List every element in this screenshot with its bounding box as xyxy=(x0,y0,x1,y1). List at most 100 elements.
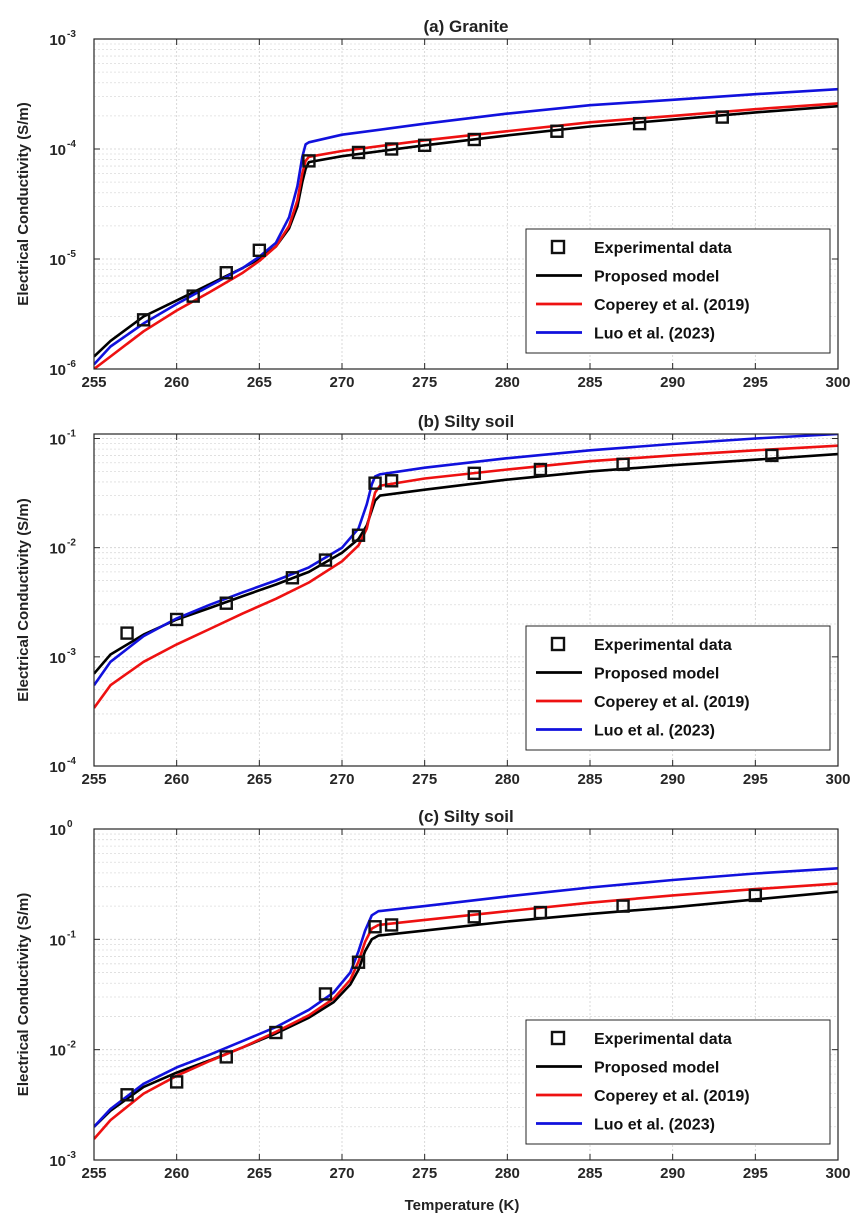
y-tick-label: 10 xyxy=(49,759,66,776)
data-point xyxy=(120,626,134,640)
x-tick-label: 260 xyxy=(164,771,189,788)
y-tick-label: 10 xyxy=(49,932,66,949)
legend-label: Proposed model xyxy=(594,1060,719,1077)
y-tick-exponent: -4 xyxy=(67,756,76,767)
x-tick-label: 300 xyxy=(825,374,850,391)
y-tick-label: 10 xyxy=(49,822,66,839)
panel-c-silty-soil: 255 260 265 270 275 280 285 290 295 30010-310-210… xyxy=(15,807,851,1182)
y-tick-label: 10 xyxy=(49,650,66,667)
series-line-proposed-model xyxy=(94,890,838,1128)
legend: Experimental data Proposed model Coperey e… xyxy=(525,625,831,751)
data-point xyxy=(384,474,399,488)
data-point xyxy=(533,462,548,477)
data-point xyxy=(219,266,233,280)
data-point xyxy=(302,154,316,168)
x-axis-label: Temperature (K) xyxy=(405,1197,520,1214)
legend: Experimental data Proposed model Coperey e… xyxy=(525,1019,831,1145)
y-axis-label: Electrical Conductivity (S/m) xyxy=(15,893,32,1096)
series-line-coperey-et-al-2019 xyxy=(94,882,838,1140)
data-point xyxy=(632,116,647,131)
x-tick-label: 295 xyxy=(743,374,768,391)
data-point xyxy=(252,243,267,257)
x-tick-label: 255 xyxy=(81,374,106,391)
data-point xyxy=(285,571,300,585)
data-point xyxy=(368,920,382,934)
x-tick-label: 255 xyxy=(81,1165,106,1182)
axes-frame xyxy=(93,433,839,767)
data-point xyxy=(169,612,184,627)
y-tick-label: 10 xyxy=(49,1043,66,1060)
data-point xyxy=(533,905,548,920)
x-tick-label: 260 xyxy=(164,1165,189,1182)
y-tick-exponent: -6 xyxy=(67,359,76,370)
legend-label: Coperey et al. (2019) xyxy=(594,1088,750,1105)
y-tick-label: 10 xyxy=(49,432,66,449)
series-markers-experimental-data xyxy=(120,448,779,640)
x-tick-label: 285 xyxy=(577,771,602,788)
x-tick-label: 260 xyxy=(164,374,189,391)
data-point xyxy=(318,553,333,567)
x-tick-label: 290 xyxy=(660,374,685,391)
data-point xyxy=(351,528,366,542)
data-point xyxy=(384,142,399,156)
panel-title: (a) Granite xyxy=(423,17,508,36)
x-tick-label: 265 xyxy=(247,1165,272,1182)
legend-label: Coperey et al. (2019) xyxy=(594,297,750,314)
y-axis-label: Electrical Conductivity (S/m) xyxy=(15,498,32,701)
y-tick-exponent: -2 xyxy=(67,538,76,549)
y-tick-exponent: -2 xyxy=(67,1040,76,1051)
series-markers-experimental-data xyxy=(120,888,763,1102)
x-tick-label: 270 xyxy=(329,771,354,788)
x-tick-label: 285 xyxy=(577,374,602,391)
data-point xyxy=(351,145,366,160)
x-tick-label: 290 xyxy=(660,1165,685,1182)
x-tick-label: 265 xyxy=(247,771,272,788)
x-tick-label: 270 xyxy=(329,374,354,391)
series-line-coperey-et-al-2019 xyxy=(94,444,838,709)
y-tick-exponent: -3 xyxy=(67,29,76,40)
series-line-luo-et-al-2023 xyxy=(94,87,838,366)
data-point xyxy=(269,1025,283,1040)
data-point xyxy=(748,888,763,903)
data-point xyxy=(219,1050,233,1064)
data-point xyxy=(715,110,729,124)
y-tick-label: 10 xyxy=(49,1153,66,1170)
x-tick-label: 275 xyxy=(412,771,437,788)
y-tick-exponent: -5 xyxy=(67,249,76,260)
y-tick-exponent: -1 xyxy=(67,929,76,940)
series-markers-experimental-data xyxy=(136,110,729,327)
data-point xyxy=(219,596,233,610)
data-point xyxy=(136,313,151,327)
legend-marker xyxy=(550,239,566,255)
data-point xyxy=(384,918,399,932)
x-tick-label: 270 xyxy=(329,1165,354,1182)
data-point xyxy=(616,899,630,913)
y-tick-exponent: -3 xyxy=(67,1150,76,1161)
data-point xyxy=(186,289,200,303)
legend-marker xyxy=(550,636,566,652)
axes-frame xyxy=(93,828,839,1161)
x-tick-label: 275 xyxy=(412,374,437,391)
legend-label: Coperey et al. (2019) xyxy=(594,694,750,711)
legend-label: Experimental data xyxy=(594,637,732,654)
data-point xyxy=(351,955,366,969)
series-line-coperey-et-al-2019 xyxy=(94,102,838,369)
panel-b-silty-soil: 255 260 265 270 275 280 285 290 295 30010-410-310… xyxy=(15,412,851,788)
data-point xyxy=(417,138,432,153)
y-tick-label: 10 xyxy=(49,362,66,379)
data-point xyxy=(318,987,333,1001)
data-point xyxy=(550,124,564,138)
legend-label: Luo et al. (2023) xyxy=(594,1117,715,1134)
x-tick-label: 290 xyxy=(660,771,685,788)
panel-title: (b) Silty soil xyxy=(418,412,514,431)
y-tick-exponent: -4 xyxy=(67,139,76,150)
legend: Experimental data Proposed model Coperey e… xyxy=(525,228,831,354)
data-point xyxy=(467,132,481,147)
grid xyxy=(93,828,839,1161)
y-axis-label: Electrical Conductivity (S/m) xyxy=(15,102,32,305)
legend-label: Proposed model xyxy=(594,666,719,683)
y-tick-label: 10 xyxy=(49,32,66,49)
data-point xyxy=(169,1075,184,1089)
data-point xyxy=(120,1088,134,1102)
